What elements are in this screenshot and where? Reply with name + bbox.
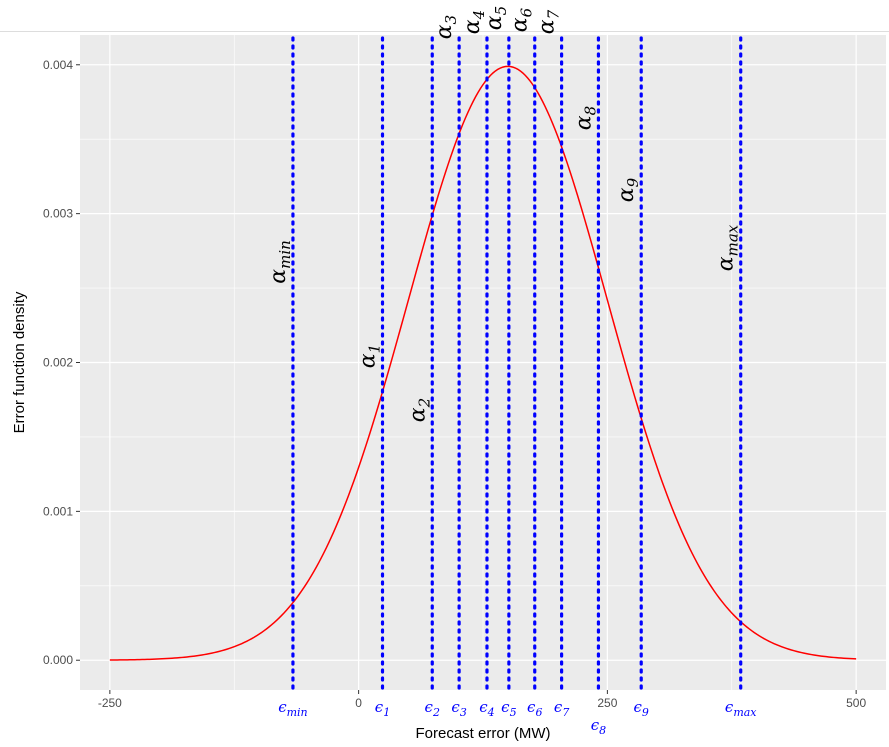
y-tick-label: 0.004 [43,58,73,72]
x-tick-label: 0 [355,696,362,710]
eps-label-2: ϵ2 [425,698,440,719]
alpha-label-2: α2 [405,398,433,422]
alpha-label-8: α8 [571,106,599,130]
y-tick-label: 0.002 [43,356,73,370]
alpha-label-3: α3 [432,15,460,39]
alpha-label-max: αmax [714,224,742,271]
density-curve [109,65,857,661]
major-gridlines [80,35,886,690]
eps-label-1: ϵ1 [375,698,390,719]
alpha-label-9: α9 [614,177,642,202]
epsilon-labels: ϵmin ϵ1 ϵ2 ϵ3 ϵ4 ϵ5 ϵ6 ϵ7 ϵ8 ϵ9 ϵmax [278,698,757,737]
x-tick-label: 250 [597,696,617,710]
alpha-label-min: αmin [266,240,294,284]
eps-label-5: ϵ5 [501,698,516,719]
eps-label-9: ϵ9 [634,698,649,719]
eps-label-8: ϵ8 [591,716,606,737]
y-tick-label: 0.003 [43,207,73,221]
x-axis-ticks: -250 0 250 500 [98,690,866,710]
eps-label-max: ϵmax [725,698,757,719]
eps-label-min: ϵmin [278,698,307,719]
x-tick-label: -250 [98,696,122,710]
eps-label-7: ϵ7 [554,698,569,719]
y-axis-ticks: 0.000 0.001 0.002 0.003 0.004 [43,58,80,667]
alpha-label-1: α1 [355,344,383,368]
y-axis-title: Error function density [11,291,28,433]
alpha-epsilon-markers [291,36,743,692]
alpha-label-7: α7 [535,9,563,34]
y-tick-label: 0.001 [43,504,73,518]
alpha-label-5: α5 [482,6,510,30]
eps-label-3: ϵ3 [451,698,466,719]
eps-label-4: ϵ4 [479,698,494,719]
alpha-label-4: α4 [460,10,488,34]
alpha-label-6: α6 [508,7,536,32]
eps-label-6: ϵ6 [527,698,542,719]
x-axis-title: Forecast error (MW) [416,725,551,742]
y-tick-label: 0.000 [43,653,73,667]
x-tick-label: 500 [846,696,866,710]
